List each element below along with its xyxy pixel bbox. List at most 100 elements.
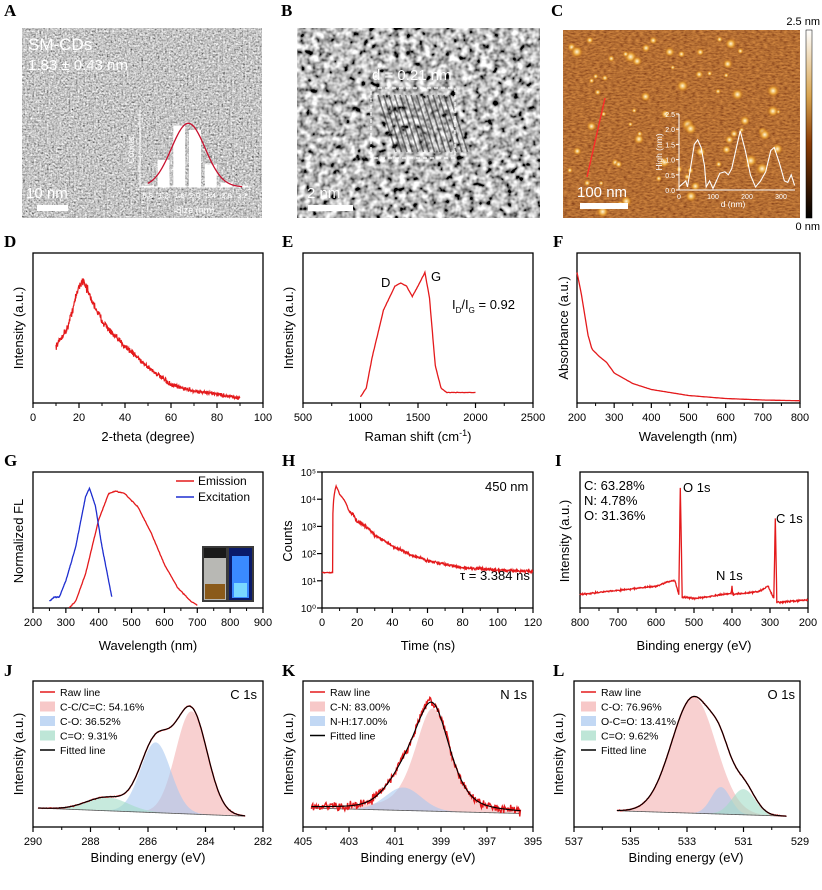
y-tick-label: 10¹	[302, 577, 317, 588]
x-tick-label: 500	[294, 412, 312, 424]
scale-bar	[580, 203, 628, 209]
x-tick-label: 900	[254, 617, 272, 629]
plot-frame	[302, 252, 534, 404]
x-tick-label: 1000	[348, 412, 372, 424]
panel-b-hrtem-image: B d = 0.21 nm 2 nm	[281, 1, 540, 218]
panel-l-xps-o1s: L Binding energy (eV) Intensity (a.u.) O…	[551, 661, 795, 865]
particle	[729, 129, 739, 139]
legend-swatch	[581, 701, 596, 712]
x-tick-label: 80	[211, 412, 223, 424]
panel-letter: B	[281, 1, 292, 20]
x-tick-label: 400	[90, 617, 108, 629]
g-band-label: G	[431, 269, 441, 284]
y-tick-label: 10⁴	[301, 495, 316, 506]
inset-x-tick-label: 100	[707, 194, 719, 201]
particle	[758, 128, 771, 141]
profile-line	[586, 97, 606, 178]
colorbar-min: 0 nm	[796, 221, 820, 233]
ratio-sub-g: G	[469, 306, 475, 315]
particle	[641, 43, 651, 53]
d-band-label: D	[381, 275, 390, 290]
x-axis-label-text: Raman shift (cm	[365, 429, 460, 444]
particle	[566, 167, 573, 174]
fit-component-3	[616, 789, 787, 817]
x-tick-label: 20	[351, 617, 363, 629]
panel-letter: G	[4, 451, 17, 470]
particle	[685, 190, 697, 203]
ratio-i: I	[452, 297, 456, 312]
x-tick-label: 200	[568, 412, 586, 424]
legend-label: C-O: 76.96%	[601, 702, 662, 714]
plot-frame	[576, 252, 801, 404]
particle	[766, 105, 779, 118]
particle	[676, 79, 689, 93]
size-histogram-inset: Counts Size (nm) 0.8 1.2 1.6 2.0 2.4 2.8 3.2	[126, 110, 252, 215]
panel-letter: E	[282, 232, 293, 251]
x-tick-label: 100	[254, 412, 272, 424]
legend-swatch	[40, 701, 55, 712]
histogram-bar	[220, 182, 233, 187]
legend-label: C-N: 83.00%	[330, 702, 390, 714]
particle-size: 1.83 ± 0.43 nm	[28, 57, 128, 74]
y-tick-label: 10²	[302, 550, 317, 561]
panel-e-raman: E Raman shift (cm-1) Intensity (a.u.) D …	[281, 232, 515, 444]
particle	[614, 160, 623, 169]
x-axis-label: 2-theta (degree)	[101, 429, 194, 444]
particle	[627, 121, 634, 127]
particle	[706, 70, 713, 77]
axes: 0 20 40 60 80 100 120 10⁰ 10¹ 10² 10³ 10⁴ 10⁵	[301, 468, 543, 629]
x-tick-label: 200	[799, 617, 817, 629]
fitted-line	[38, 705, 246, 817]
particle	[607, 54, 615, 63]
x-axis-label: Wavelength (nm)	[99, 638, 198, 653]
particle	[677, 50, 686, 58]
particle	[737, 47, 744, 55]
x-axis-label: Raman shift (cm-1)	[365, 428, 472, 444]
peak-n1s: N 1s	[716, 568, 743, 583]
x-tick-label: 800	[571, 617, 589, 629]
x-axis-label: Binding energy (eV)	[629, 850, 744, 865]
histogram-bar	[204, 164, 217, 187]
y-axis-label: Intensity (a.u.)	[11, 713, 26, 795]
x-tick-label: 700	[609, 617, 627, 629]
colorbar-max: 2.5 nm	[786, 16, 820, 28]
peak-c1s: C 1s	[776, 511, 803, 526]
particle	[598, 180, 604, 186]
x-axis-label-superscript: -1	[459, 428, 467, 438]
particle	[601, 74, 609, 82]
axes: 200 300 400 500 600 700 800 900	[24, 471, 272, 629]
x-tick-label: 700	[188, 617, 206, 629]
vial-photo	[202, 546, 254, 602]
particle	[714, 88, 722, 95]
afm-particles	[566, 36, 784, 218]
legend-label: Raw line	[60, 687, 100, 699]
particle	[694, 70, 704, 79]
panel-g-fluorescence: G Wavelength (nm) Normalized FL Emission…	[4, 451, 254, 653]
fit-component-2	[311, 787, 521, 814]
panel-letter: F	[553, 232, 563, 251]
fringe	[393, 94, 414, 153]
legend-emission: Emission	[198, 474, 247, 488]
y-axis-label: Absorbance (a.u.)	[556, 276, 571, 379]
y-axis-label: Intensity (a.u.)	[11, 287, 26, 369]
particle	[744, 154, 758, 168]
x-tick-label: 2000	[463, 412, 487, 424]
particle	[722, 58, 733, 70]
inset-x-tick-label: 200	[741, 194, 753, 201]
x-tick-label: 600	[155, 617, 173, 629]
x-axis-label: Time (ns)	[401, 638, 455, 653]
legend-label: C-O: 36.52%	[60, 716, 121, 728]
fringe	[415, 94, 436, 153]
inset-y-tick-label: 1.0	[665, 158, 675, 165]
data-series-line	[579, 487, 809, 605]
x-tick-label: 120	[524, 617, 542, 629]
fit-component-1	[38, 711, 246, 817]
x-tick-label: 535	[621, 836, 639, 848]
particle	[690, 181, 701, 192]
panel-letter: A	[4, 1, 17, 20]
x-tick-label: 40	[386, 617, 398, 629]
particle	[585, 36, 594, 45]
legend-swatch	[581, 716, 596, 726]
baseline	[38, 807, 246, 817]
sample-name: SM-CDs	[28, 35, 92, 54]
